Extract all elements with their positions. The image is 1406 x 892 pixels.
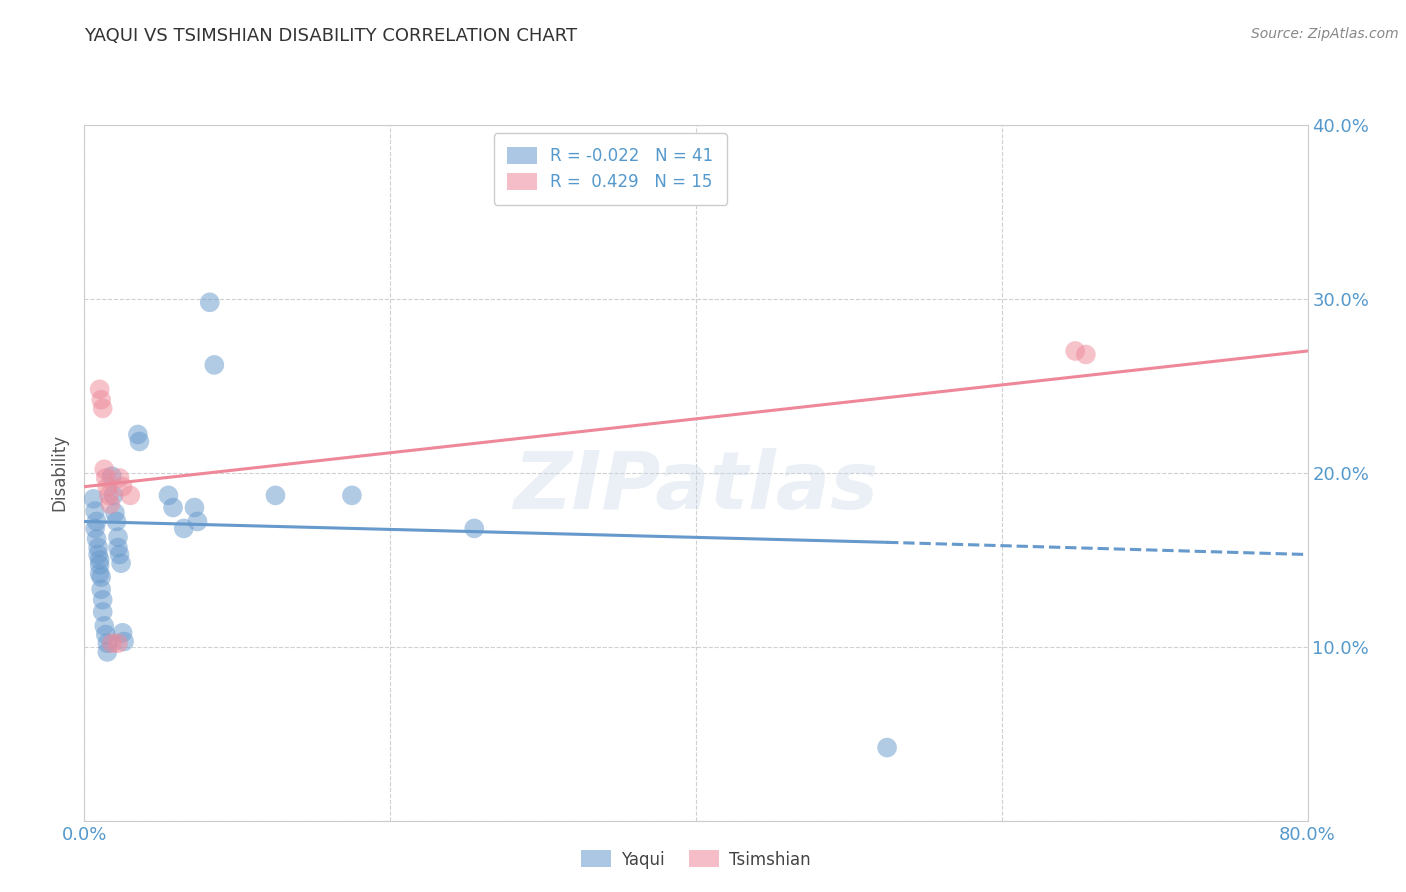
Point [108,471,131,485]
Point [104,506,127,520]
Point [90,570,112,584]
Point [198,295,221,310]
Point [94,471,117,485]
Point [107,541,129,555]
Point [186,515,208,529]
Point [94,627,117,641]
Point [98,497,121,511]
Point [101,469,124,483]
Point [112,634,135,648]
Point [96,636,118,650]
Point [89,382,111,396]
Point [110,556,132,570]
Text: YAQUI VS TSIMSHIAN DISABILITY CORRELATION CHART: YAQUI VS TSIMSHIAN DISABILITY CORRELATIO… [84,27,578,45]
Point [264,488,287,502]
Point [97,488,120,502]
Point [86,515,108,529]
Point [120,488,142,502]
Y-axis label: Disability: Disability [51,434,69,511]
Point [87,541,110,555]
Point [107,530,129,544]
Point [183,500,205,515]
Point [111,625,134,640]
Text: ZIPatlas: ZIPatlas [513,448,879,525]
Point [84,504,107,518]
Point [86,532,108,546]
Point [83,491,105,506]
Point [105,515,128,529]
Point [96,480,118,494]
Point [127,427,149,442]
Point [90,582,112,597]
Point [89,552,111,567]
Point [91,401,114,416]
Point [111,480,134,494]
Point [89,566,111,581]
Point [91,605,114,619]
Point [101,636,124,650]
Point [157,488,180,502]
Point [128,434,150,449]
Point [90,392,112,407]
Point [96,645,118,659]
Point [108,548,131,562]
Point [93,619,115,633]
Point [876,740,898,755]
Point [1074,347,1097,361]
Point [91,592,114,607]
Point [84,521,107,535]
Point [1064,343,1087,358]
Point [202,358,225,372]
Point [107,636,129,650]
Point [340,488,363,502]
Point [93,462,115,476]
Point [89,558,111,572]
Point [162,500,184,515]
Legend: Yaqui, Tsimshian: Yaqui, Tsimshian [568,837,824,882]
Point [87,548,110,562]
Point [463,521,485,535]
Point [103,488,125,502]
Text: Source: ZipAtlas.com: Source: ZipAtlas.com [1251,27,1399,41]
Point [173,521,195,535]
